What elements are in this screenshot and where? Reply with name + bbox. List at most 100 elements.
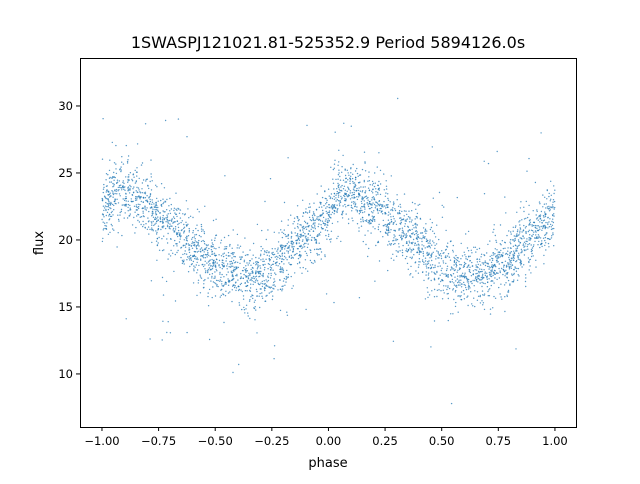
data-point [207, 305, 210, 307]
data-point [477, 270, 480, 273]
data-point [220, 294, 222, 297]
data-point [235, 289, 237, 292]
data-point [299, 267, 301, 269]
data-point [546, 189, 548, 191]
data-point [126, 162, 129, 164]
data-point [378, 223, 380, 226]
data-point [341, 171, 343, 173]
data-point [460, 275, 463, 277]
data-point [552, 207, 554, 209]
data-point [259, 306, 261, 309]
data-point [406, 235, 408, 237]
data-point [435, 258, 437, 260]
data-point [403, 193, 406, 195]
data-point [341, 212, 344, 214]
data-point [421, 244, 423, 246]
data-point [177, 118, 180, 120]
data-point [387, 206, 389, 208]
data-point [272, 269, 274, 271]
data-point [350, 167, 352, 169]
data-point [173, 217, 176, 220]
data-point [465, 233, 467, 235]
data-point [371, 206, 373, 209]
data-point [194, 245, 196, 247]
data-point [102, 191, 105, 194]
data-point [504, 242, 506, 244]
data-point [368, 189, 371, 192]
data-point [186, 136, 188, 138]
data-point [534, 227, 537, 229]
data-point [337, 174, 340, 176]
data-point [381, 210, 383, 213]
data-point [176, 209, 178, 211]
data-point [320, 224, 322, 226]
data-point [299, 253, 301, 256]
data-point [445, 275, 448, 277]
data-point [450, 240, 452, 242]
data-point [202, 239, 204, 242]
data-point [254, 276, 256, 278]
data-point [273, 288, 275, 290]
data-point [121, 161, 123, 163]
data-point [452, 313, 454, 315]
data-point [178, 234, 181, 236]
data-point [268, 292, 270, 294]
data-point [415, 237, 418, 239]
data-point [233, 255, 235, 258]
data-point [212, 262, 214, 265]
data-point [106, 203, 108, 205]
data-point [513, 250, 515, 252]
data-point [482, 273, 484, 275]
data-point [330, 193, 333, 195]
data-point [417, 247, 419, 249]
data-point [387, 223, 389, 225]
data-point [440, 255, 442, 257]
data-point [382, 225, 384, 227]
data-point [350, 175, 352, 177]
data-point [472, 273, 474, 276]
data-point [351, 197, 353, 199]
data-point [267, 276, 269, 279]
data-point [191, 241, 194, 243]
data-point [149, 193, 152, 196]
data-point [524, 245, 526, 247]
data-point [233, 270, 235, 272]
data-point [109, 176, 111, 179]
data-point [341, 190, 343, 192]
data-point [284, 248, 286, 250]
data-point [474, 246, 477, 248]
data-point [427, 291, 429, 293]
data-point [530, 244, 532, 246]
data-point [337, 208, 339, 210]
data-point [211, 253, 213, 255]
data-point [393, 202, 395, 205]
data-point [527, 257, 530, 259]
data-point [472, 305, 474, 307]
data-point [464, 276, 466, 278]
data-point [134, 169, 136, 172]
data-point [506, 295, 508, 298]
data-point [493, 282, 495, 284]
data-point [204, 271, 207, 274]
data-point [290, 254, 293, 257]
data-point [146, 228, 149, 230]
data-point [281, 288, 284, 290]
data-point [476, 248, 478, 251]
data-point [207, 252, 209, 254]
data-point [156, 220, 158, 222]
data-point [469, 287, 471, 289]
data-point [175, 192, 177, 194]
x-tick-label: 0.75 [486, 434, 512, 448]
data-point [252, 262, 255, 264]
data-point [467, 281, 470, 283]
data-point [226, 263, 229, 265]
data-point [114, 200, 116, 202]
data-point [125, 318, 127, 320]
data-point [459, 263, 461, 266]
data-point [489, 313, 492, 315]
data-point [168, 205, 170, 207]
data-point [377, 203, 380, 206]
data-point [392, 204, 395, 206]
data-point [166, 331, 168, 334]
data-point [211, 242, 213, 244]
